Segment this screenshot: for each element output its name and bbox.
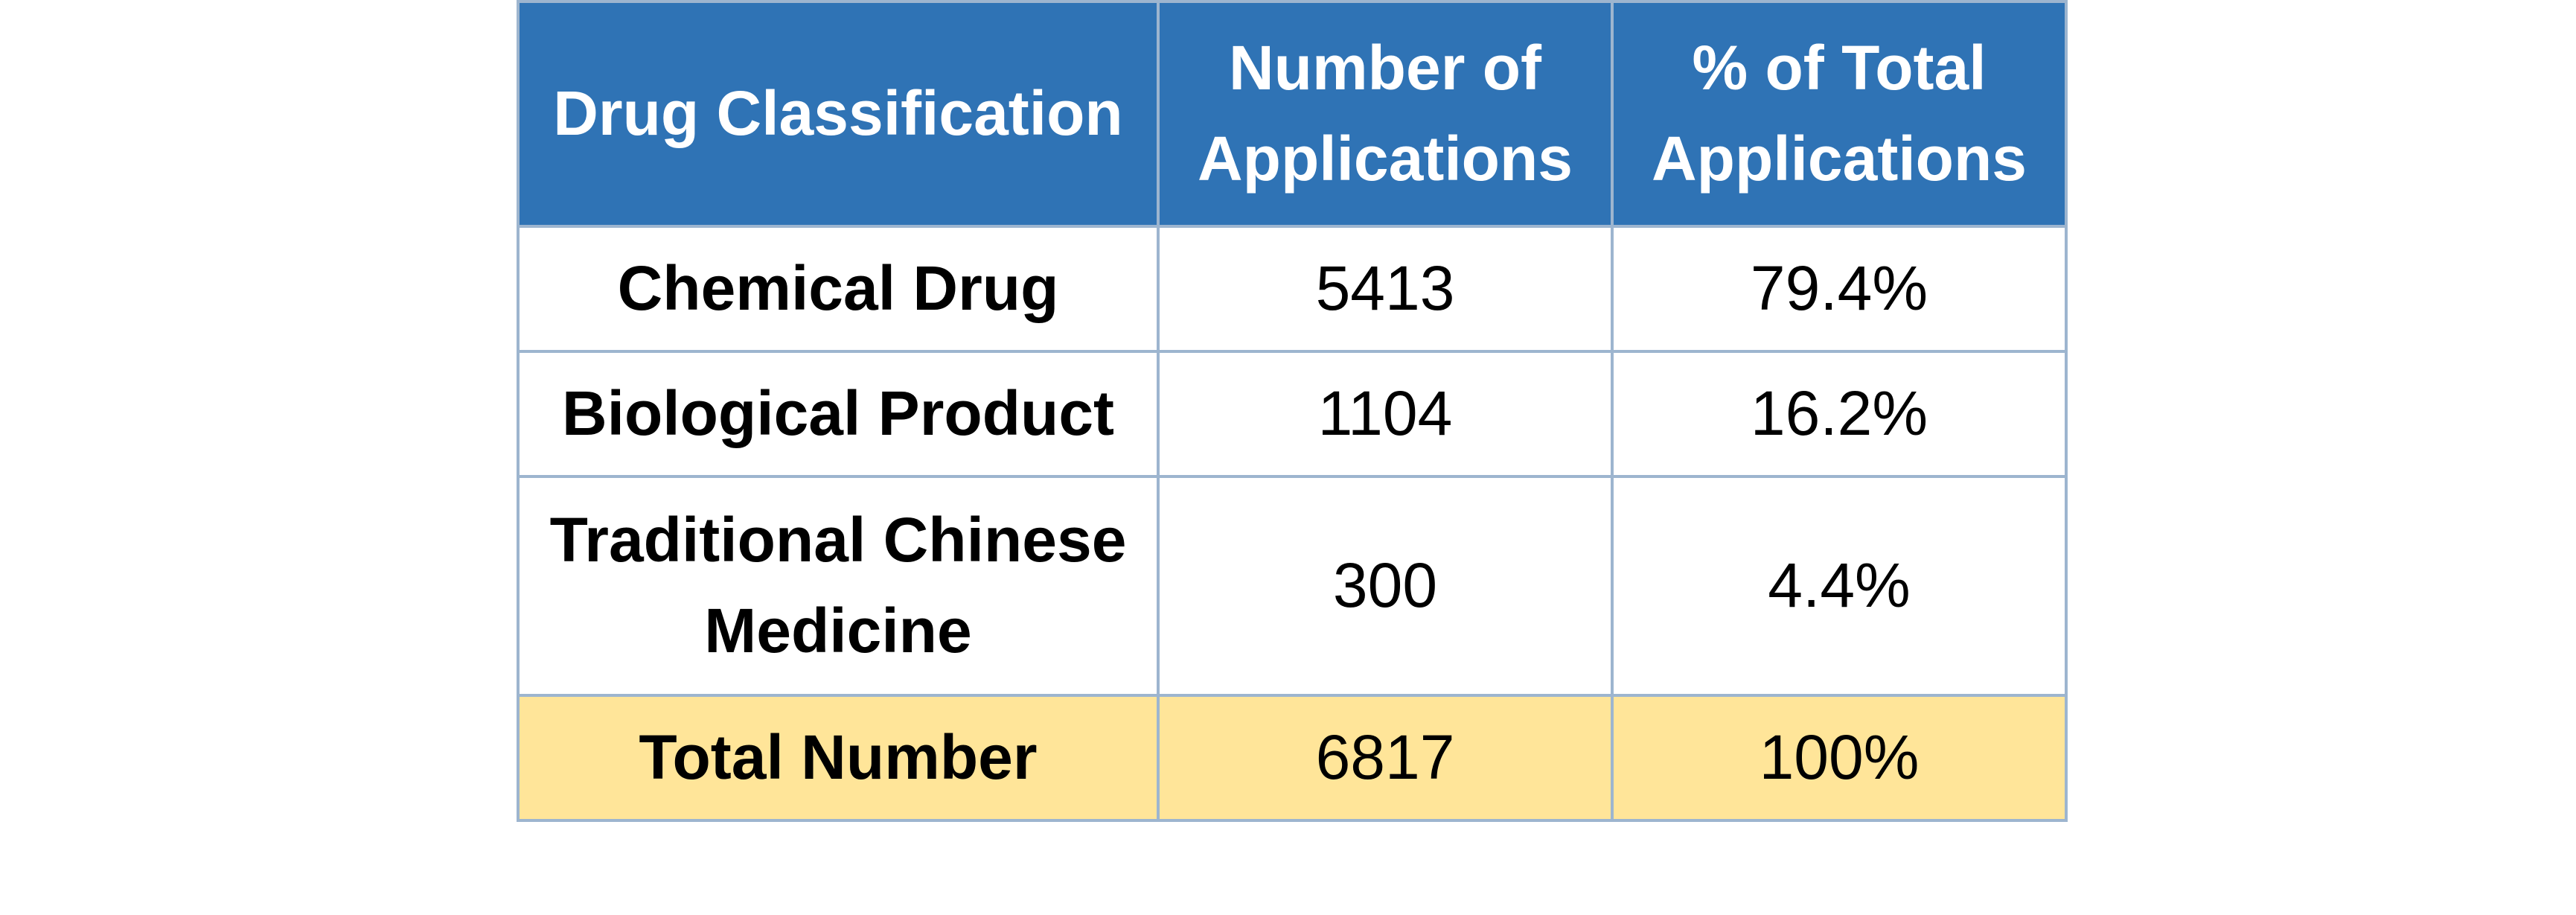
count-value: 300 bbox=[1332, 550, 1438, 621]
percent-cell: 4.4% bbox=[1611, 475, 2068, 697]
column-header-count: Number of Applications bbox=[1157, 0, 1614, 228]
classification-cell: Chemical Drug bbox=[517, 225, 1160, 353]
column-header-classification: Drug Classification bbox=[517, 0, 1160, 228]
total-label-cell: Total Number bbox=[517, 694, 1160, 822]
table-row: Chemical Drug 5413 79.4% bbox=[517, 225, 2068, 353]
drug-application-table: Drug Classification Number of Applicatio… bbox=[517, 0, 2068, 822]
column-header-count-label: Number of Applications bbox=[1197, 33, 1573, 194]
total-count-value: 6817 bbox=[1315, 722, 1455, 793]
total-percent-cell: 100% bbox=[1611, 694, 2068, 822]
table-row: Traditional Chinese Medicine 300 4.4% bbox=[517, 475, 2068, 697]
count-cell: 5413 bbox=[1157, 225, 1614, 353]
column-header-percent: % of Total Applications bbox=[1611, 0, 2068, 228]
drug-application-table-container: Drug Classification Number of Applicatio… bbox=[517, 0, 2068, 822]
percent-value: 79.4% bbox=[1750, 253, 1928, 324]
total-row: Total Number 6817 100% bbox=[517, 694, 2068, 822]
count-cell: 300 bbox=[1157, 475, 1614, 697]
classification-label: Biological Product bbox=[561, 378, 1115, 449]
percent-value: 16.2% bbox=[1750, 378, 1928, 449]
count-value: 5413 bbox=[1315, 253, 1455, 324]
total-label: Total Number bbox=[639, 722, 1038, 793]
table-header: Drug Classification Number of Applicatio… bbox=[517, 0, 2068, 228]
header-row: Drug Classification Number of Applicatio… bbox=[517, 0, 2068, 228]
column-header-percent-label: % of Total Applications bbox=[1651, 33, 2027, 194]
classification-cell: Traditional Chinese Medicine bbox=[517, 475, 1160, 697]
total-count-cell: 6817 bbox=[1157, 694, 1614, 822]
percent-value: 4.4% bbox=[1768, 550, 1911, 621]
classification-label: Traditional Chinese Medicine bbox=[549, 505, 1127, 666]
count-value: 1104 bbox=[1317, 378, 1453, 449]
count-cell: 1104 bbox=[1157, 350, 1614, 478]
classification-cell: Biological Product bbox=[517, 350, 1160, 478]
column-header-classification-label: Drug Classification bbox=[553, 78, 1123, 149]
percent-cell: 16.2% bbox=[1611, 350, 2068, 478]
total-percent-value: 100% bbox=[1759, 722, 1920, 793]
percent-cell: 79.4% bbox=[1611, 225, 2068, 353]
table-row: Biological Product 1104 16.2% bbox=[517, 350, 2068, 478]
classification-label: Chemical Drug bbox=[617, 253, 1059, 324]
table-body: Chemical Drug 5413 79.4% Biological Prod… bbox=[517, 225, 2068, 822]
